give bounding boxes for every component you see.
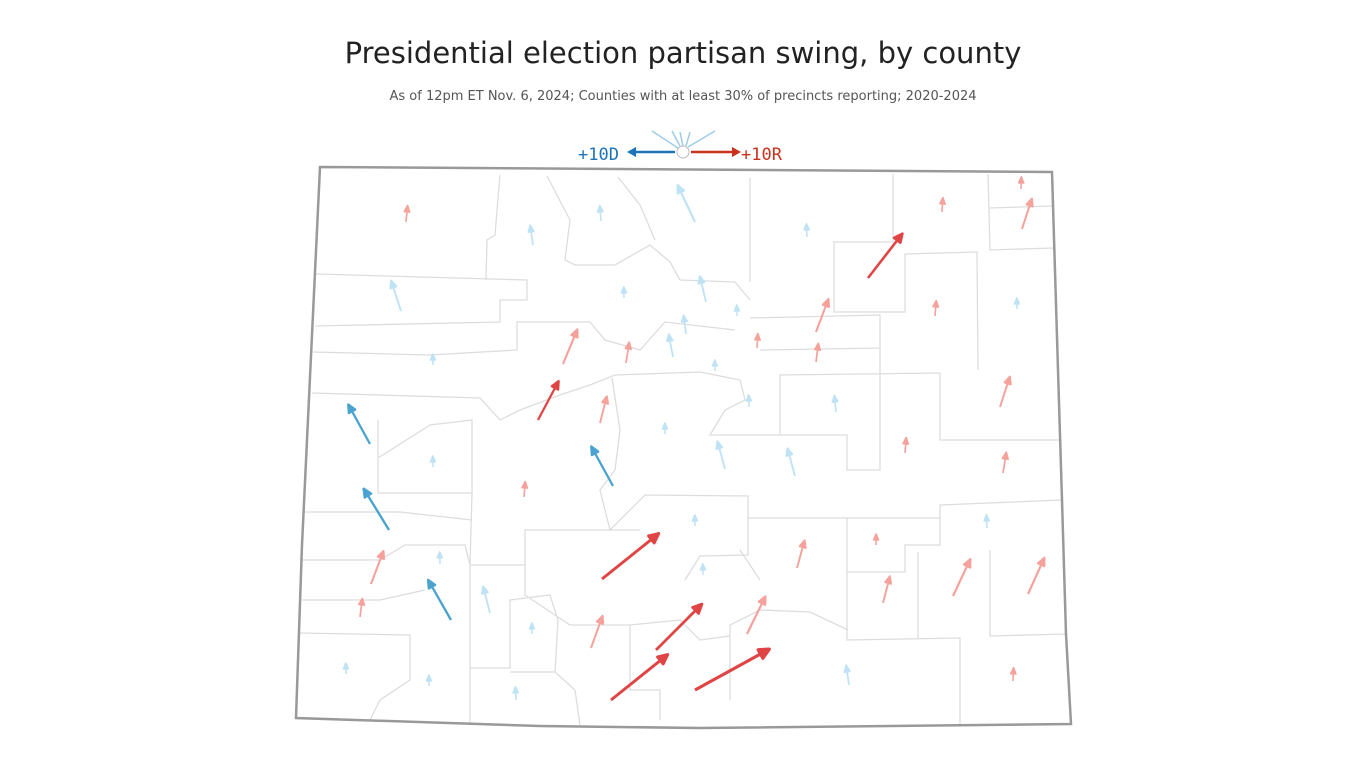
swing-arrow [1021,197,1034,230]
swing-arrow [590,445,615,487]
swing-arrow [815,297,830,333]
swing-arrow [902,436,910,454]
legend-r-head [732,147,741,157]
swing-arrow [872,533,880,546]
swing-arrow [676,183,696,223]
swing-arrow [754,332,761,349]
swing-arrow [715,440,726,470]
swing-arrow [983,513,991,529]
swing-arrow [521,480,529,498]
swing-arrow [403,204,411,223]
title: Presidential election partisan swing, by… [344,36,1022,70]
swing-arrow [389,279,402,312]
swing-arrow [939,196,946,213]
swing-arrow [1027,556,1046,595]
legend-origin [676,145,690,159]
swing-arrow [436,551,444,565]
swing-arrow [624,341,632,364]
swing-arrow [866,232,904,279]
swing-arrow [666,333,674,358]
swing-arrow [699,563,707,576]
legend-d-head [627,147,636,157]
subtitle: As of 12pm ET Nov. 6, 2024; Counties wit… [389,89,977,104]
swing-arrow [691,514,699,527]
county-lines [299,173,1067,726]
swing-arrow [680,314,689,335]
swing-arrow [843,664,851,686]
legend: +10D +10R [578,130,783,165]
swing-arrow [528,622,536,635]
swing-arrow [527,224,535,246]
swing-arrow [733,304,741,317]
swing-arrow [932,299,940,317]
swing-arrow [831,394,839,413]
swing-arrow [785,447,796,477]
swing-arrow [429,353,437,366]
swing-arrow [952,557,972,597]
swing-arrow [342,662,350,675]
swing-arrow [745,394,753,408]
legend-fan [651,130,716,149]
swing-arrow [620,286,628,299]
swing-arrow [610,653,670,702]
swing-arrow [1009,666,1017,682]
legend-d-label: +10D [578,145,619,165]
swing-arrow [882,575,893,604]
swing-arrow [697,275,707,303]
swing-arrow [480,585,491,614]
swing-arrow [655,602,704,651]
swing-arrow [562,328,579,365]
swing-arrow [813,342,822,363]
swing-arrow [357,597,366,618]
swing-arrow [512,685,520,701]
swing-arrow [596,204,604,222]
swing-arrow [803,222,811,238]
swing-arrow [362,487,391,531]
state-border [294,165,1073,730]
swing-arrow [1013,297,1021,310]
swing-arrow [746,595,767,635]
swing-arrow [429,455,437,468]
swing-arrow [536,379,560,421]
swing-arrow [1001,451,1009,474]
swing-arrow [590,614,605,649]
swing-arrow [796,539,807,569]
swing-arrow [426,578,453,621]
swing-arrow [1017,176,1025,190]
swing-arrow [425,674,433,687]
swing-arrow [599,395,610,424]
swing-arrow [694,647,771,692]
swing-arrow [347,403,372,445]
swing-arrow [999,375,1012,408]
swing-arrow [601,532,661,581]
swing-arrow [370,549,385,585]
swing-arrow [661,422,669,435]
swing-arrow [711,359,719,372]
legend-r-label: +10R [741,145,783,165]
